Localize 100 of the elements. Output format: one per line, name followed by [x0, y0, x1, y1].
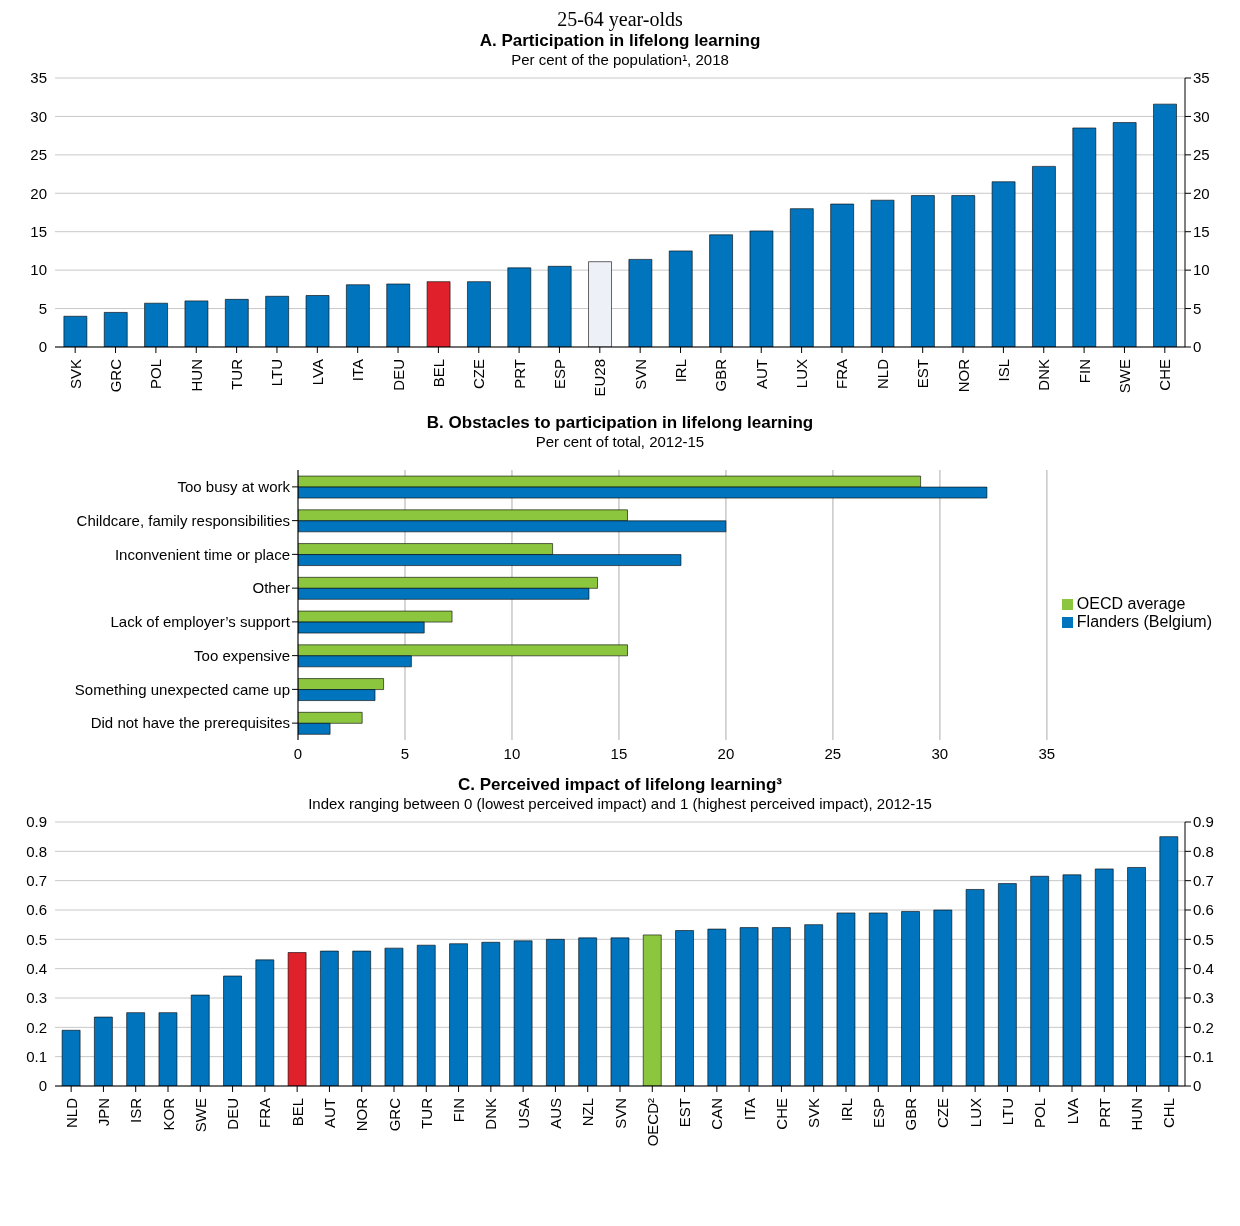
y2-tick-label: 0.7	[1193, 871, 1214, 889]
x-tick-label: CHE	[772, 1098, 790, 1130]
chart-subtitle: Index ranging between 0 (lowest perceived impact) and 1 (highest perceived impact), 2012-15	[307, 795, 933, 812]
x-tick-label: SVN	[631, 359, 649, 390]
x-tick-label: CHL	[1160, 1098, 1178, 1129]
x-tick-label: 15	[610, 744, 628, 762]
x-tick-label: TUR	[228, 358, 246, 390]
chart-subtitle: Per cent of the population¹, 2018	[510, 51, 730, 68]
x-tick-label: 20	[717, 744, 735, 762]
x-tick-label: DNK	[1035, 359, 1053, 391]
y2-tick-label: 30	[1193, 107, 1210, 125]
y-tick-label: 5	[38, 299, 47, 317]
x-tick-label: FRA	[256, 1098, 274, 1128]
x-tick-label: EU28	[591, 359, 609, 397]
x-tick-label: GRC	[107, 358, 125, 393]
x-tick-label: PRT	[1095, 1098, 1113, 1128]
x-tick-label: SWE	[1115, 359, 1133, 394]
y-tick-label: Too busy at work	[177, 478, 291, 496]
x-tick-label: OECD²	[643, 1098, 661, 1147]
x-tick-label: POL	[1031, 1098, 1049, 1129]
x-tick-label: BEL	[429, 359, 447, 388]
x-tick-label: FIN	[1075, 359, 1093, 384]
x-tick-label: ITA	[349, 359, 367, 382]
chart-title: A. Participation in lifelong learning	[478, 31, 762, 51]
y-tick-label: Other	[252, 579, 290, 597]
x-tick-label: CAN	[708, 1098, 726, 1130]
y-tick-label: 15	[30, 223, 47, 241]
x-tick-label: AUS	[546, 1098, 564, 1129]
x-tick-label: 25	[824, 744, 842, 762]
x-tick-label: ESP	[550, 359, 568, 390]
x-tick-label: DEU	[389, 359, 407, 391]
x-tick-label: PRT	[510, 359, 528, 389]
x-tick-label: GBR	[902, 1097, 920, 1131]
y2-tick-label: 20	[1193, 184, 1210, 202]
x-tick-label: SVK	[66, 359, 84, 390]
y-tick-label: Did not have the prerequisites	[90, 714, 290, 732]
y-tick-label: 10	[30, 261, 47, 279]
x-tick-label: LVA	[308, 359, 326, 386]
y2-tick-label: 35	[1193, 69, 1210, 87]
y-tick-label: Inconvenient time or place	[114, 545, 290, 563]
x-tick-label: 30	[931, 744, 949, 762]
y-tick-label: 0.2	[26, 1018, 47, 1036]
y-tick-label: 0.6	[26, 901, 47, 919]
y-tick-label: 20	[30, 184, 47, 202]
y-tick-label: Something unexpected came up	[74, 680, 290, 698]
y2-tick-label: 0.9	[1193, 813, 1214, 831]
x-tick-label: NOR	[353, 1097, 371, 1132]
y-tick-label: 35	[30, 69, 47, 87]
y-tick-label: 0.9	[26, 813, 47, 831]
y-tick-label: 30	[30, 107, 47, 125]
x-tick-label: ITA	[740, 1098, 758, 1121]
text: 25-64 year-olds	[556, 8, 684, 31]
x-tick-label: CZE	[934, 1098, 952, 1128]
legend-label: OECD average	[1076, 594, 1186, 612]
y-tick-label: 0	[38, 1077, 47, 1095]
x-tick-label: CZE	[470, 359, 488, 389]
y2-tick-label: 0.3	[1193, 989, 1214, 1007]
x-tick-label: 5	[400, 744, 410, 762]
x-tick-label: USA	[514, 1098, 532, 1129]
y2-tick-label: 0	[1193, 338, 1202, 356]
legend-label: Flanders (Belgium)	[1076, 612, 1212, 630]
y2-tick-label: 5	[1193, 299, 1202, 317]
y-tick-label: Too expensive	[194, 646, 290, 664]
y2-tick-label: 0	[1193, 1077, 1202, 1095]
x-tick-label: FRA	[833, 359, 851, 389]
y-tick-label: 0.4	[26, 959, 47, 977]
x-tick-label: GRC	[385, 1097, 403, 1132]
chart-subtitle: Per cent of total, 2012-15	[534, 433, 706, 450]
y-tick-label: 0.3	[26, 989, 47, 1007]
x-tick-label: NLD	[62, 1097, 80, 1129]
y2-tick-label: 0.5	[1193, 930, 1214, 948]
x-tick-label: LUX	[793, 359, 811, 389]
x-tick-label: GBR	[712, 358, 730, 392]
x-tick-label: 35	[1038, 744, 1056, 762]
x-tick-label: HUN	[1128, 1098, 1146, 1131]
x-tick-label: BEL	[288, 1098, 306, 1127]
x-tick-label: 0	[293, 744, 303, 762]
y2-tick-label: 15	[1193, 223, 1210, 241]
x-tick-label: EST	[914, 359, 932, 389]
x-tick-label: EST	[676, 1098, 694, 1128]
x-tick-label: LVA	[1063, 1098, 1081, 1125]
y2-tick-label: 0.1	[1193, 1047, 1214, 1065]
x-tick-label: NOR	[954, 358, 972, 393]
x-tick-label: CHE	[1156, 359, 1174, 391]
x-tick-label: NLD	[873, 358, 891, 390]
x-tick-label: SVN	[611, 1098, 629, 1129]
x-tick-label: ESP	[869, 1098, 887, 1129]
y2-tick-label: 10	[1193, 261, 1210, 279]
x-tick-label: FIN	[450, 1098, 468, 1123]
x-tick-label: TUR	[417, 1097, 435, 1129]
y2-tick-label: 0.8	[1193, 842, 1214, 860]
x-tick-label: SVK	[805, 1098, 823, 1129]
x-tick-label: IRL	[672, 359, 690, 383]
y-tick-label: 0.8	[26, 842, 47, 860]
x-tick-label: JPN	[94, 1098, 112, 1127]
x-tick-label: IRL	[837, 1098, 855, 1122]
x-tick-label: DEU	[224, 1098, 242, 1130]
y-tick-label: 0.5	[26, 930, 47, 948]
y-tick-label: 0.1	[26, 1047, 47, 1065]
chart-title: B. Obstacles to participation in lifelong learning	[425, 413, 815, 433]
